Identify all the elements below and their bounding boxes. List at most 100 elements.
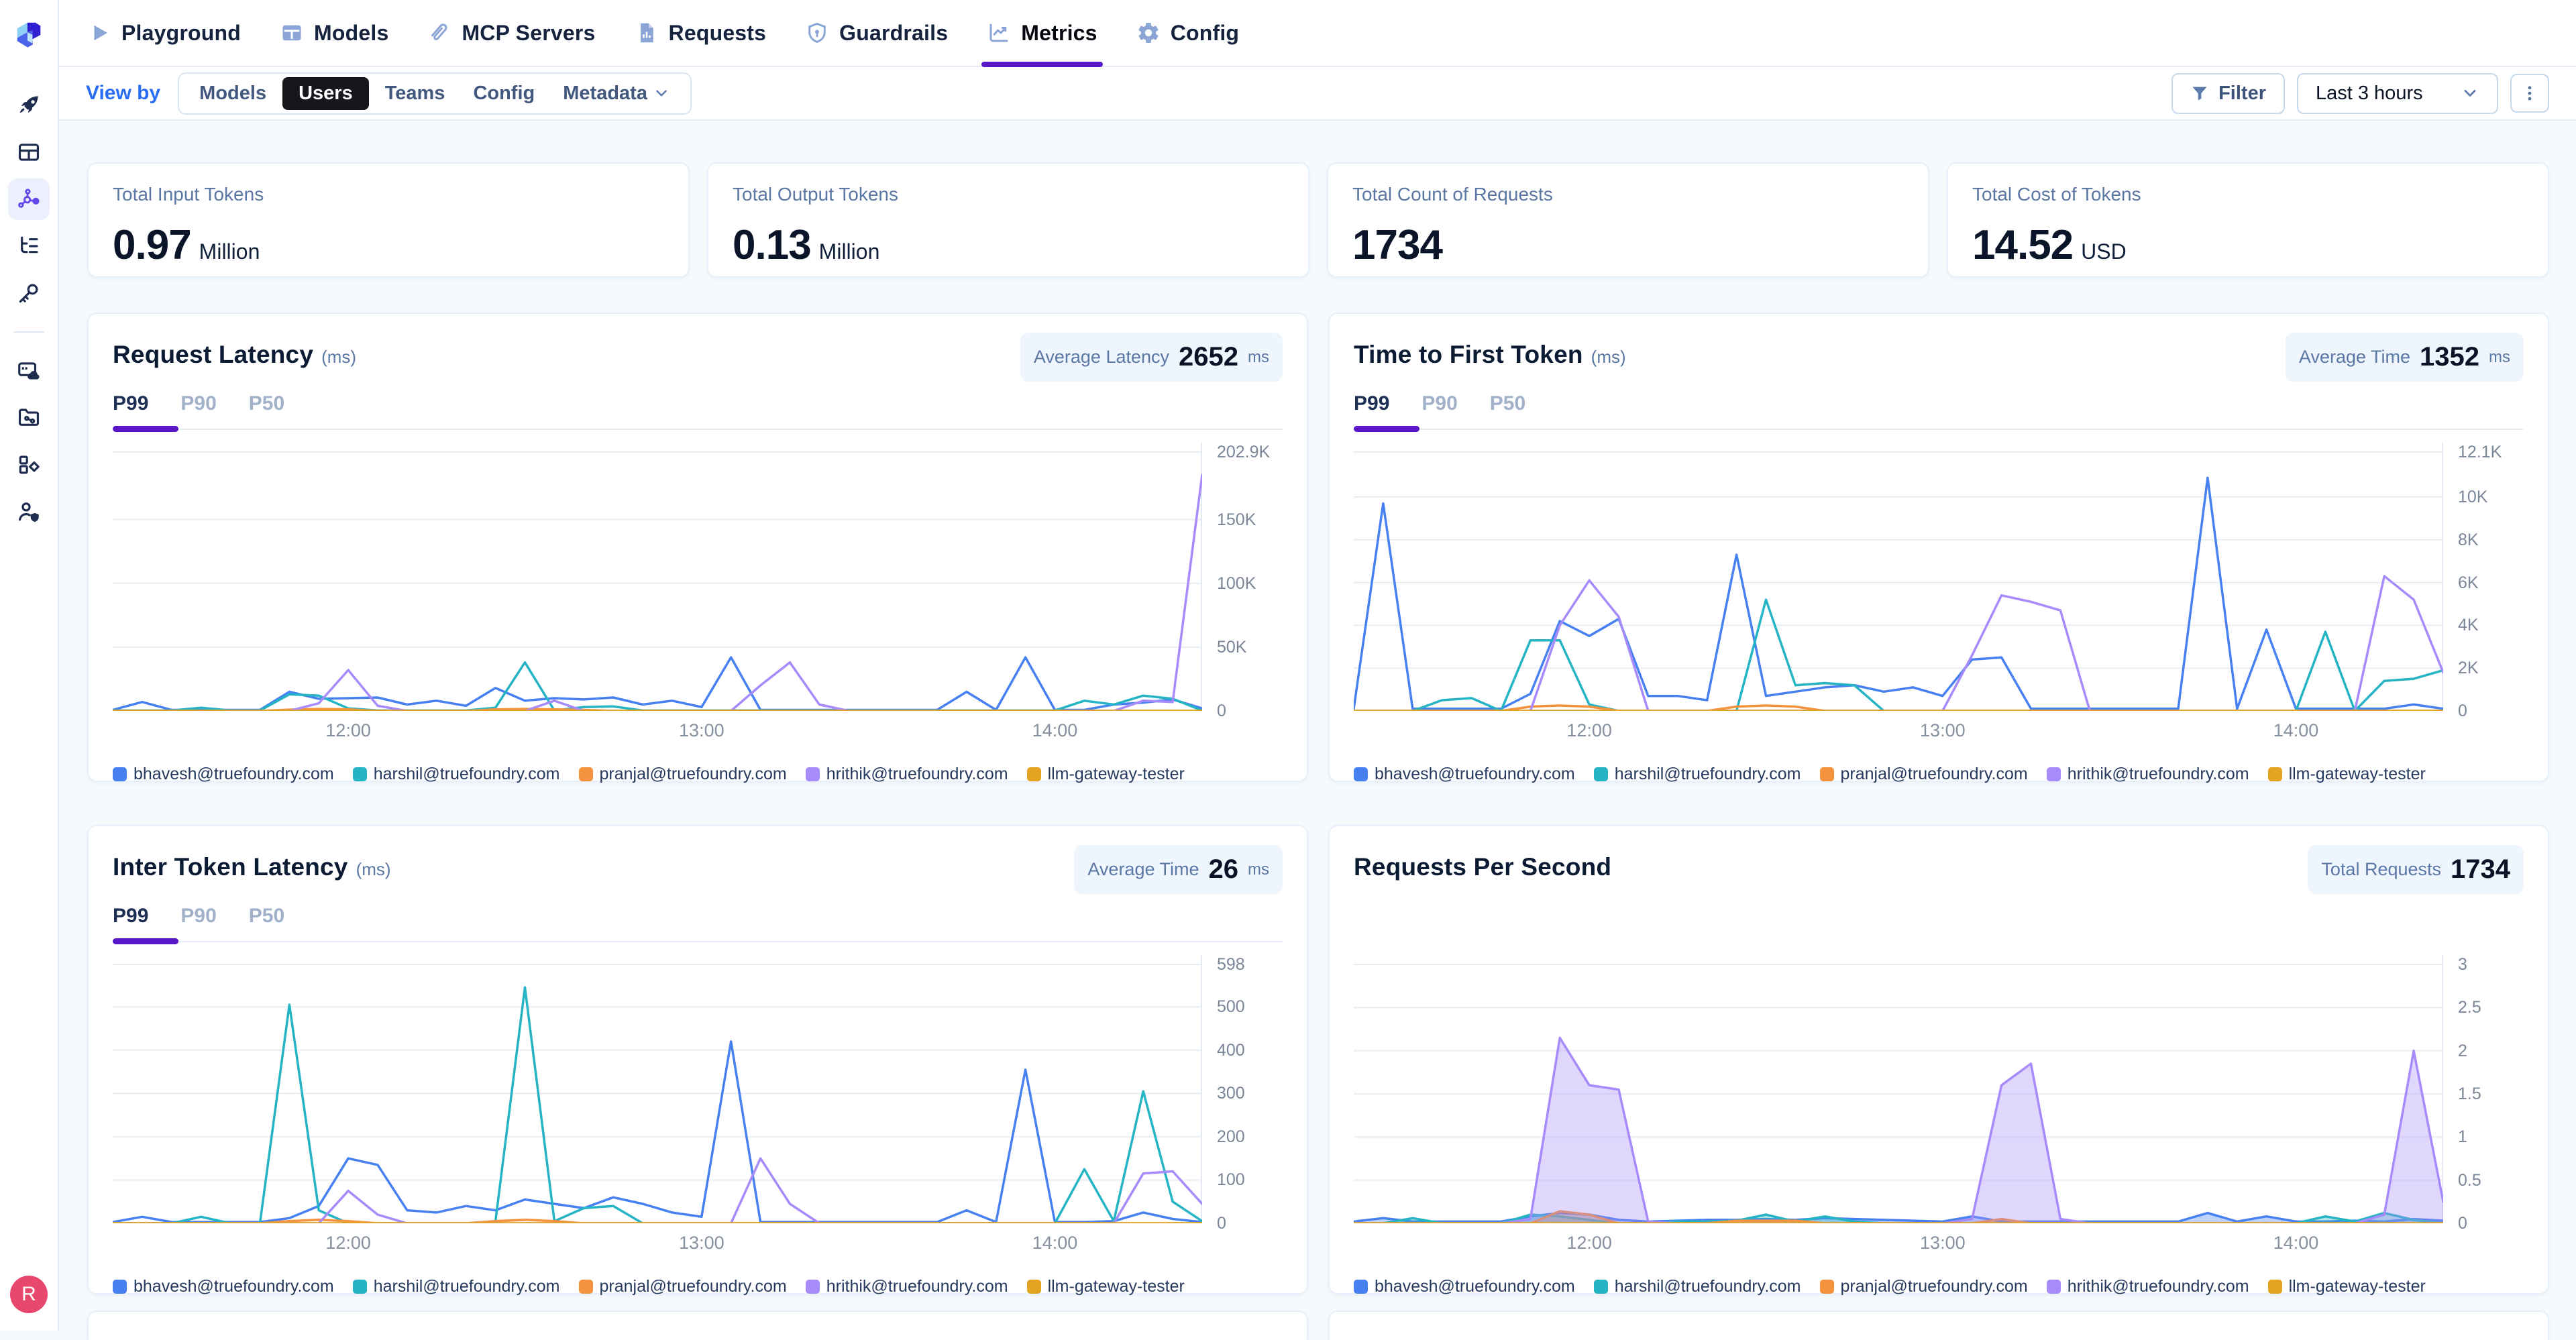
tab-p50[interactable]: P50 [1490,392,1525,415]
filter-button-label: Filter [2218,82,2266,105]
x-tick-label: 13:00 [679,1233,724,1253]
sidebar-item-person-shield[interactable] [8,491,50,533]
legend-item-llm-gateway-tester[interactable]: llm-gateway-tester [1027,1277,1185,1296]
badge-value: 26 [1209,854,1239,885]
y-tick-label: 100 [1217,1170,1245,1190]
legend-item-harshil-truefoundry-com[interactable]: harshil@truefoundry.com [353,765,560,784]
legend-item-pranjal-truefoundry-com[interactable]: pranjal@truefoundry.com [1820,1277,2028,1296]
x-tick-label: 14:00 [1032,1233,1078,1253]
user-avatar[interactable]: R [10,1276,48,1313]
tab-p90[interactable]: P90 [1421,392,1457,415]
nav-tab-guardrails[interactable]: Guardrails [805,0,948,66]
table-icon [280,21,304,45]
nav-tab-models[interactable]: Models [280,0,388,66]
nav-tab-requests[interactable]: Requests [635,0,767,66]
tab-track [113,426,1283,432]
legend-item-llm-gateway-tester[interactable]: llm-gateway-tester [1027,765,1185,784]
legend-label: llm-gateway-tester [2289,1277,2426,1296]
legend-item-pranjal-truefoundry-com[interactable]: pranjal@truefoundry.com [579,1277,787,1296]
view-by-segment-config[interactable]: Config [461,77,547,110]
stat-value: 14.52 [1972,221,2073,269]
toolbar-right-group: Filter Last 3 hours [2171,73,2549,114]
tab-p50[interactable]: P50 [249,905,284,928]
sidebar-item-network-hub[interactable] [8,178,50,220]
view-by-segment-models[interactable]: Models [187,77,278,110]
legend-item-harshil-truefoundry-com[interactable]: harshil@truefoundry.com [1594,1277,1801,1296]
legend-item-hrithik-truefoundry-com[interactable]: hrithik@truefoundry.com [806,1277,1008,1296]
legend-label: harshil@truefoundry.com [1615,765,1801,784]
chart-title: Request Latency [113,341,313,369]
nav-tab-label: Config [1171,21,1240,46]
legend-item-harshil-truefoundry-com[interactable]: harshil@truefoundry.com [353,1277,560,1296]
play-icon [87,21,111,45]
nav-tab-playground[interactable]: Playground [87,0,241,66]
legend-item-bhavesh-truefoundry-com[interactable]: bhavesh@truefoundry.com [113,1277,334,1296]
legend-item-llm-gateway-tester[interactable]: llm-gateway-tester [2268,1277,2426,1296]
y-tick-label: 8K [2458,530,2479,550]
nav-tab-label: Requests [669,21,767,46]
view-by-segment-users[interactable]: Users [282,77,369,110]
series-line-hrithik-truefoundry-com [1354,1038,2443,1223]
stat-unit: Million [199,239,260,264]
legend-item-pranjal-truefoundry-com[interactable]: pranjal@truefoundry.com [579,765,787,784]
sidebar-item-folder-flow[interactable] [8,397,50,439]
badge-label: Total Requests [2321,859,2441,880]
legend-item-pranjal-truefoundry-com[interactable]: pranjal@truefoundry.com [1820,765,2028,784]
tab-p99[interactable]: P99 [1354,392,1389,415]
plot-canvas [1354,443,2443,711]
y-tick-label: 100K [1217,573,1256,594]
sidebar-item-blocks[interactable] [8,444,50,486]
sidebar-item-card-cloud[interactable] [8,350,50,392]
chart-legend: bhavesh@truefoundry.com harshil@truefound… [113,1277,1283,1296]
nav-tab-mcp-servers[interactable]: MCP Servers [427,0,595,66]
legend-item-harshil-truefoundry-com[interactable]: harshil@truefoundry.com [1594,765,1801,784]
nav-tab-metrics[interactable]: Metrics [987,0,1097,66]
truefoundry-logo[interactable] [11,17,46,52]
legend-item-hrithik-truefoundry-com[interactable]: hrithik@truefoundry.com [2047,765,2249,784]
tab-p90[interactable]: P90 [180,905,216,928]
time-range-select[interactable]: Last 3 hours [2297,73,2498,114]
legend-item-llm-gateway-tester[interactable]: llm-gateway-tester [2268,765,2426,784]
legend-item-bhavesh-truefoundry-com[interactable]: bhavesh@truefoundry.com [1354,1277,1575,1296]
more-options-button[interactable] [2510,74,2549,113]
y-tick-label: 400 [1217,1040,1245,1060]
legend-item-bhavesh-truefoundry-com[interactable]: bhavesh@truefoundry.com [113,765,334,784]
legend-label: llm-gateway-tester [1048,765,1185,784]
legend-item-bhavesh-truefoundry-com[interactable]: bhavesh@truefoundry.com [1354,765,1575,784]
view-by-segment-teams[interactable]: Teams [373,77,458,110]
person-shield-icon [16,499,42,524]
x-tick-label: 14:00 [2273,720,2319,741]
sidebar-item-table-grid[interactable] [8,131,50,173]
view-by-segment-metadata[interactable]: Metadata [551,77,682,110]
series-line-bhavesh-truefoundry-com [113,1042,1202,1222]
chart-title-unit: (ms) [321,347,356,368]
badge-unit: ms [1248,860,1269,879]
nav-tab-config[interactable]: Config [1136,0,1240,66]
legend-item-hrithik-truefoundry-com[interactable]: hrithik@truefoundry.com [2047,1277,2249,1296]
y-tick-label: 150K [1217,510,1256,530]
active-tab-indicator [113,426,178,432]
sidebar-item-tree[interactable] [8,225,50,267]
chevron-down-icon [2461,84,2479,103]
sidebar-item-key[interactable] [8,272,50,314]
legend-item-hrithik-truefoundry-com[interactable]: hrithik@truefoundry.com [806,765,1008,784]
tab-p99[interactable]: P99 [113,905,148,928]
y-tick-label: 1.5 [2458,1084,2481,1104]
legend-label: pranjal@truefoundry.com [1841,1277,2028,1296]
filter-button[interactable]: Filter [2171,73,2285,114]
gear-icon [1136,21,1161,45]
tab-p90[interactable]: P90 [180,392,216,415]
tab-p50[interactable]: P50 [249,392,284,415]
chart-title-wrap: Time to First Token(ms) [1354,333,1626,369]
legend-swatch [1820,1280,1834,1294]
sidebar-item-rocket[interactable] [8,85,50,126]
tab-p99[interactable]: P99 [113,392,148,415]
chevron-down-icon [653,85,670,102]
